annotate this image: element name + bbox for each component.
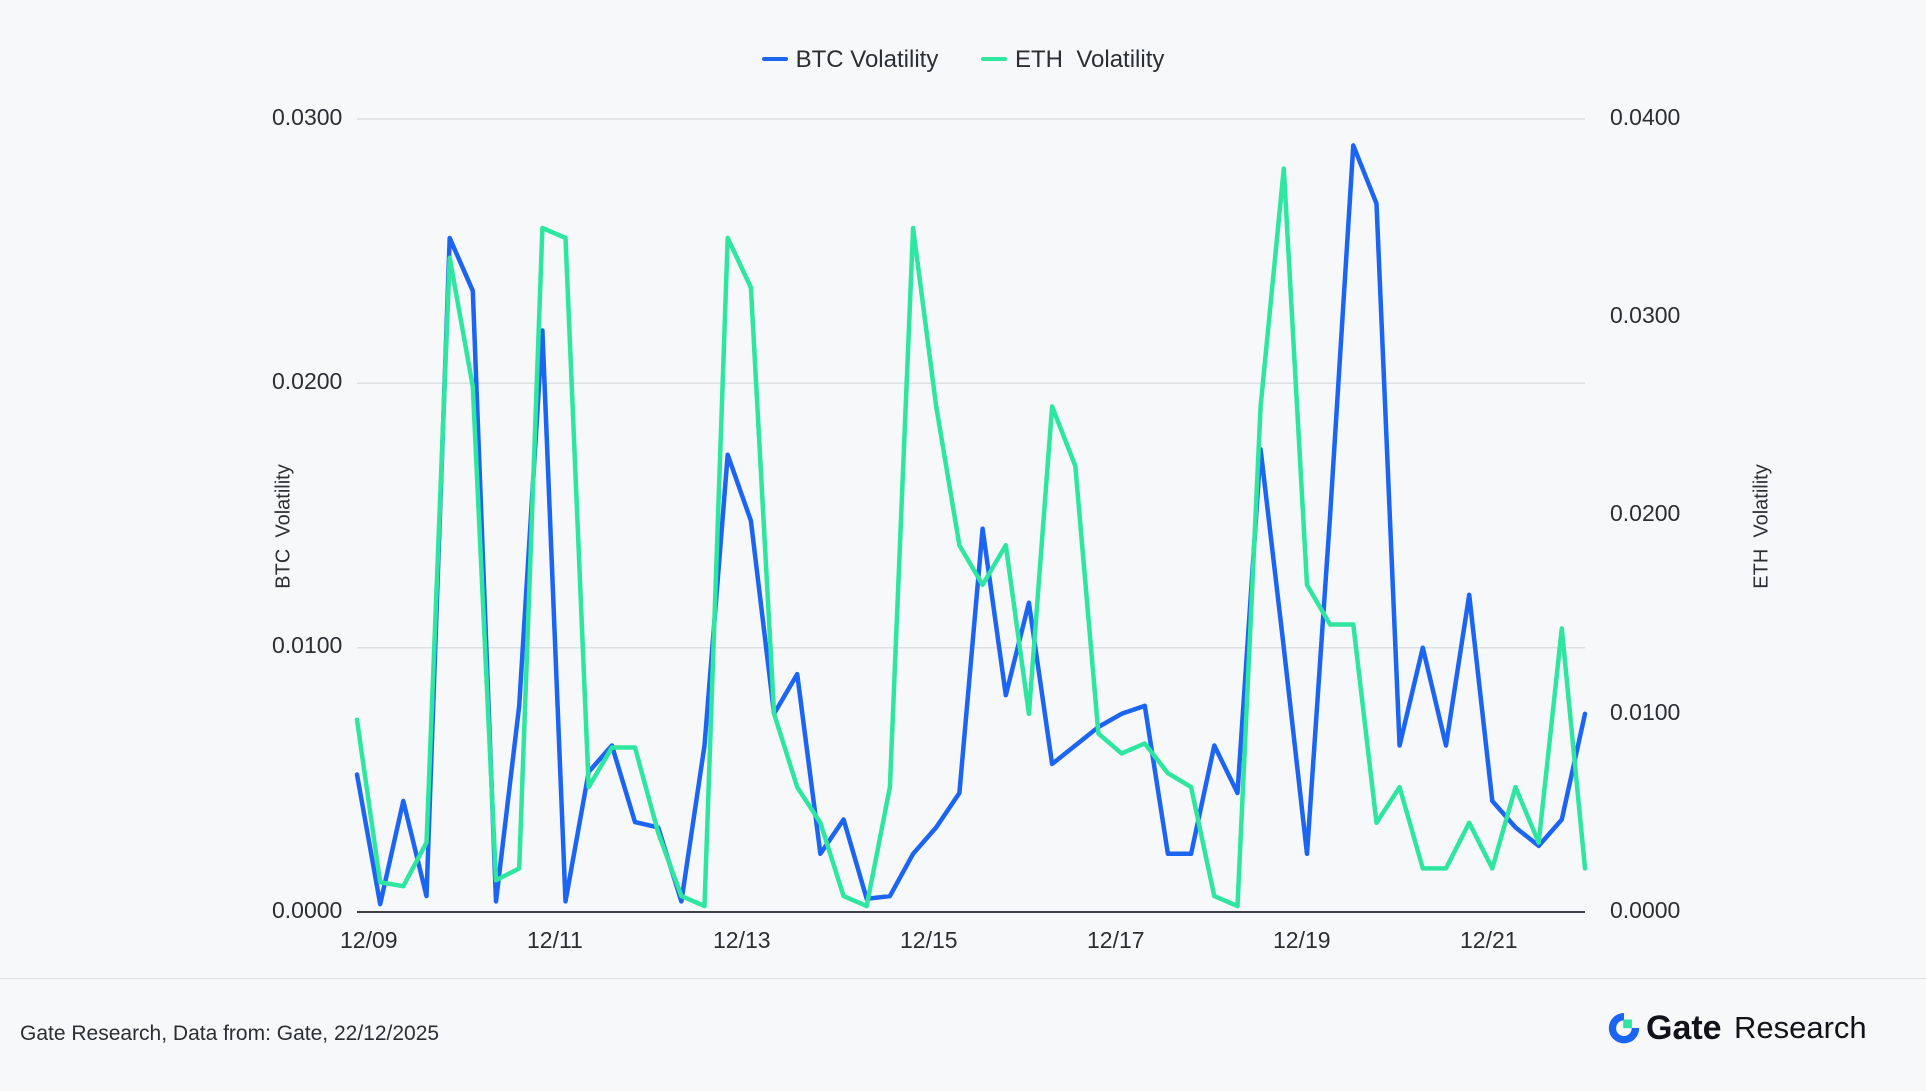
svg-text:Gate: Gate [1646,1009,1722,1047]
svg-text:Research: Research [1734,1010,1867,1045]
